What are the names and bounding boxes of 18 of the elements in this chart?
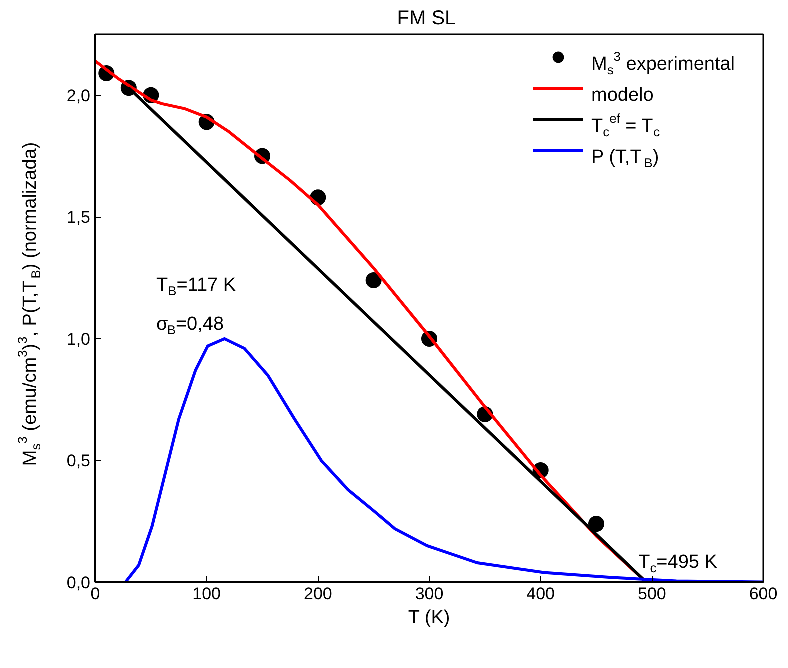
point xyxy=(588,516,604,532)
x-tick-label: 0 xyxy=(90,584,100,604)
x-tick-label: 200 xyxy=(304,584,332,604)
legend-label: modelo xyxy=(592,85,654,106)
chart-title: FM SL xyxy=(397,8,456,30)
text: Ms3 (emu/cm3)3, P(T,TB) (normalizada) xyxy=(15,142,44,466)
x-axis-title: T (K) xyxy=(408,608,450,628)
x-tick-label: 400 xyxy=(526,584,556,604)
point xyxy=(366,272,382,288)
y-tick-label: 2,0 xyxy=(66,86,91,106)
x-tick-label: 500 xyxy=(638,584,666,604)
x-tick-label: 300 xyxy=(415,584,444,604)
y-tick-label: 1,5 xyxy=(66,208,91,228)
y-tick-label: 1,0 xyxy=(66,330,91,349)
y-tick-label: 0,5 xyxy=(66,452,91,471)
x-tick-label: 100 xyxy=(192,584,222,604)
x-tick-label: 600 xyxy=(749,584,778,604)
y-tick-label: 0,0 xyxy=(66,574,91,592)
